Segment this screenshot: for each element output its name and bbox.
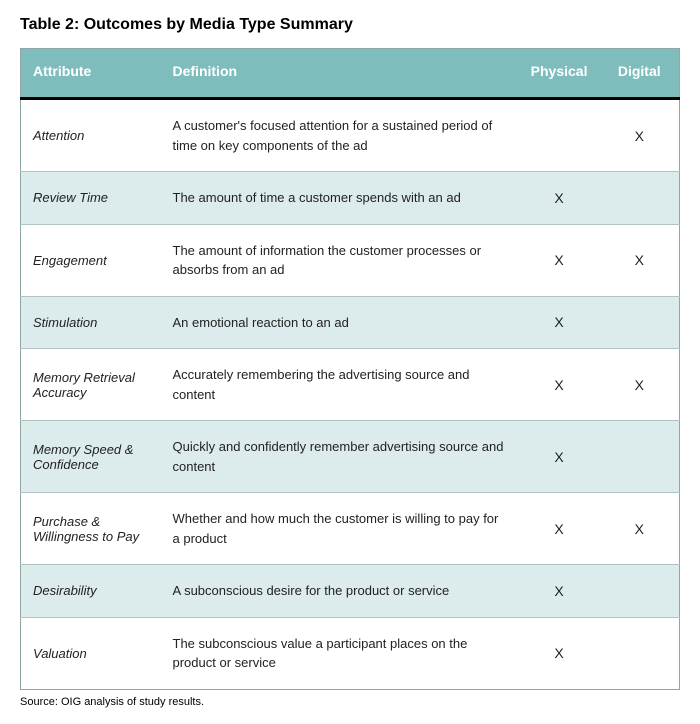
outcomes-table: Attribute Definition Physical Digital At… [20, 48, 680, 690]
cell-physical: X [519, 565, 600, 618]
table-row: Purchase & Willingness to PayWhether and… [21, 493, 680, 565]
table-row: EngagementThe amount of information the … [21, 224, 680, 296]
cell-digital: X [600, 224, 680, 296]
cell-definition: An emotional reaction to an ad [161, 296, 519, 349]
cell-digital [600, 172, 680, 225]
cell-digital [600, 296, 680, 349]
table-row: ValuationThe subconscious value a partic… [21, 617, 680, 689]
cell-digital: X [600, 99, 680, 172]
cell-definition: Quickly and confidently remember adverti… [161, 421, 519, 493]
cell-attribute: Memory Speed & Confidence [21, 421, 161, 493]
col-header-definition: Definition [161, 49, 519, 99]
cell-attribute: Desirability [21, 565, 161, 618]
table-row: DesirabilityA subconscious desire for th… [21, 565, 680, 618]
table-row: Review TimeThe amount of time a customer… [21, 172, 680, 225]
table-row: AttentionA customer's focused attention … [21, 99, 680, 172]
cell-definition: A customer's focused attention for a sus… [161, 99, 519, 172]
cell-digital: X [600, 349, 680, 421]
cell-physical: X [519, 224, 600, 296]
cell-physical [519, 99, 600, 172]
table-row: StimulationAn emotional reaction to an a… [21, 296, 680, 349]
cell-digital [600, 565, 680, 618]
source-note: Source: OIG analysis of study results. [20, 696, 680, 708]
cell-attribute: Memory Retrieval Accuracy [21, 349, 161, 421]
cell-physical: X [519, 421, 600, 493]
cell-attribute: Valuation [21, 617, 161, 689]
cell-physical: X [519, 172, 600, 225]
cell-definition: The amount of time a customer spends wit… [161, 172, 519, 225]
table-title: Table 2: Outcomes by Media Type Summary [20, 16, 680, 34]
table-row: Memory Retrieval AccuracyAccurately reme… [21, 349, 680, 421]
cell-physical: X [519, 493, 600, 565]
cell-physical: X [519, 349, 600, 421]
cell-attribute: Stimulation [21, 296, 161, 349]
col-header-digital: Digital [600, 49, 680, 99]
col-header-physical: Physical [519, 49, 600, 99]
cell-attribute: Purchase & Willingness to Pay [21, 493, 161, 565]
cell-definition: Whether and how much the customer is wil… [161, 493, 519, 565]
cell-physical: X [519, 296, 600, 349]
cell-definition: The amount of information the customer p… [161, 224, 519, 296]
table-row: Memory Speed & ConfidenceQuickly and con… [21, 421, 680, 493]
cell-attribute: Attention [21, 99, 161, 172]
col-header-attribute: Attribute [21, 49, 161, 99]
cell-definition: Accurately remembering the advertising s… [161, 349, 519, 421]
cell-definition: The subconscious value a participant pla… [161, 617, 519, 689]
cell-attribute: Review Time [21, 172, 161, 225]
cell-definition: A subconscious desire for the product or… [161, 565, 519, 618]
cell-digital [600, 421, 680, 493]
cell-attribute: Engagement [21, 224, 161, 296]
cell-digital [600, 617, 680, 689]
cell-physical: X [519, 617, 600, 689]
cell-digital: X [600, 493, 680, 565]
